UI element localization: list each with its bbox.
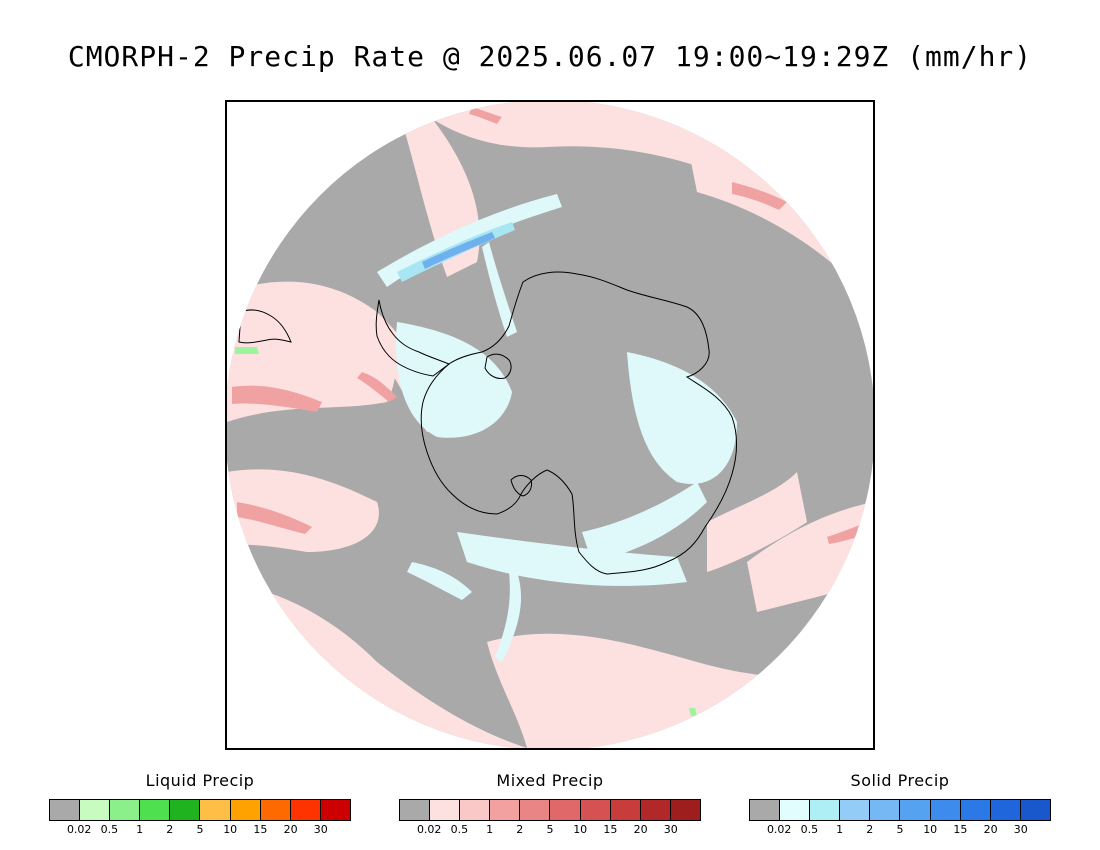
- legend-swatch: [520, 800, 551, 820]
- mixed-precip-legend: Mixed Precip 0.02 0.5 1 2 5 10 15 20 30: [399, 770, 701, 839]
- legend-swatch: [290, 800, 321, 820]
- legend-swatch: [610, 800, 641, 820]
- legend-tick-label: 30: [663, 823, 678, 836]
- legend-tick-label: 1: [136, 823, 144, 836]
- antarctica-coastline: [420, 271, 737, 575]
- south-america-tip-coastline: [238, 309, 292, 344]
- mixed-band-left-1: [227, 281, 396, 422]
- map-frame: [225, 100, 875, 750]
- legend-tick-label: 0.5: [100, 823, 119, 836]
- solid-patch-east: [627, 352, 737, 484]
- legend-swatch: [260, 800, 291, 820]
- legend-tick-label: 20: [633, 823, 648, 836]
- legend-tick-label: 2: [516, 823, 524, 836]
- mixed-band-left-2: [227, 469, 379, 552]
- mixed-streak-left-2: [237, 502, 312, 534]
- legend-tick-label: 0.02: [416, 823, 442, 836]
- legend-colorbar: [49, 799, 351, 821]
- legend-swatch: [460, 800, 491, 820]
- solid-patch-lower-left: [407, 562, 472, 600]
- legend-swatch: [990, 800, 1021, 820]
- legend-tick-label: 10: [573, 823, 588, 836]
- liquid-precip-legend: Liquid Precip 0.02 0.5 1 2 5 10 15 20 30: [49, 770, 351, 839]
- legend-swatch: [200, 800, 231, 820]
- legend-tick-label: 20: [283, 823, 298, 836]
- legend-ticks: 0.02 0.5 1 2 5 10 15 20 30: [49, 823, 351, 839]
- legend-swatch: [550, 800, 581, 820]
- legend-swatch: [900, 800, 931, 820]
- legend-tick-label: 15: [953, 823, 968, 836]
- legend-swatch: [750, 800, 781, 820]
- legend-tick-label: 5: [196, 823, 204, 836]
- liquid-patch-south: [689, 708, 697, 716]
- legend-swatch: [400, 800, 431, 820]
- polar-precip-map: [227, 102, 873, 748]
- legend-tick-label: 2: [866, 823, 874, 836]
- liquid-patch-west: [235, 347, 259, 354]
- legend-swatch: [960, 800, 991, 820]
- legend-swatch: [810, 800, 841, 820]
- legend-colorbar: [749, 799, 1051, 821]
- legend-swatch: [430, 800, 461, 820]
- legend-swatch: [840, 800, 871, 820]
- mixed-band-right-lower: [707, 472, 807, 572]
- legend-tick-label: 20: [983, 823, 998, 836]
- legend-tick-label: 30: [1013, 823, 1028, 836]
- solid-band-vertical: [482, 242, 517, 337]
- antarctic-peninsula-coastline: [375, 299, 451, 377]
- legend-tick-label: 0.5: [450, 823, 469, 836]
- solid-band-lower-right: [582, 482, 707, 562]
- solid-patch-center: [396, 322, 512, 438]
- legend-swatch: [670, 800, 700, 820]
- ice-shelf-coastline: [484, 353, 512, 379]
- mixed-streak-left: [232, 385, 322, 412]
- mixed-streak-center: [357, 372, 397, 402]
- legend-title: Mixed Precip: [496, 771, 604, 790]
- legend-ticks: 0.02 0.5 1 2 5 10 15 20 30: [749, 823, 1051, 839]
- legend-swatch: [930, 800, 961, 820]
- legend-swatch: [110, 800, 141, 820]
- legend-swatch: [80, 800, 111, 820]
- legend-tick-label: 1: [486, 823, 494, 836]
- solid-streak-core: [422, 232, 495, 269]
- legend-tick-label: 0.5: [800, 823, 819, 836]
- legend-tick-label: 2: [166, 823, 174, 836]
- legend-tick-label: 1: [836, 823, 844, 836]
- legend-tick-label: 15: [253, 823, 268, 836]
- legend-swatch: [640, 800, 671, 820]
- map-title: CMORPH-2 Precip Rate @ 2025.06.07 19:00~…: [67, 40, 1033, 73]
- legend-title: Liquid Precip: [145, 771, 255, 790]
- legend-swatch: [870, 800, 901, 820]
- legend-tick-label: 15: [603, 823, 618, 836]
- legend-tick-label: 0.02: [66, 823, 92, 836]
- legend-swatch: [580, 800, 611, 820]
- legend-swatch: [490, 800, 521, 820]
- legend-tick-label: 30: [313, 823, 328, 836]
- legend-swatch: [780, 800, 811, 820]
- legend-swatch: [1020, 800, 1050, 820]
- legend-tick-label: 5: [546, 823, 554, 836]
- mixed-streak-right: [827, 522, 867, 544]
- legend-tick-label: 10: [923, 823, 938, 836]
- solid-tail-bottom: [495, 572, 522, 662]
- legend-tick-label: 5: [896, 823, 904, 836]
- legend-swatch: [170, 800, 201, 820]
- solid-precip-legend: Solid Precip 0.02 0.5 1 2 5 10 15 20 30: [749, 770, 1051, 839]
- mixed-band-upper-right: [687, 142, 873, 302]
- liquid-precip-areas: [235, 347, 697, 716]
- mixed-moderate-areas: [232, 107, 867, 544]
- legend-title: Solid Precip: [850, 771, 950, 790]
- legend-swatch: [140, 800, 171, 820]
- legend-tick-label: 0.02: [766, 823, 792, 836]
- mixed-streak-upper-right: [732, 182, 787, 210]
- legend-colorbar: [399, 799, 701, 821]
- mixed-streak-top: [469, 107, 502, 124]
- legend-ticks: 0.02 0.5 1 2 5 10 15 20 30: [399, 823, 701, 839]
- legend-swatch: [320, 800, 350, 820]
- solid-heavy-areas: [422, 232, 495, 269]
- legend-tick-label: 10: [223, 823, 238, 836]
- ice-shelf-coastline-2: [510, 475, 532, 497]
- legend-swatch: [50, 800, 81, 820]
- legend-swatch: [230, 800, 261, 820]
